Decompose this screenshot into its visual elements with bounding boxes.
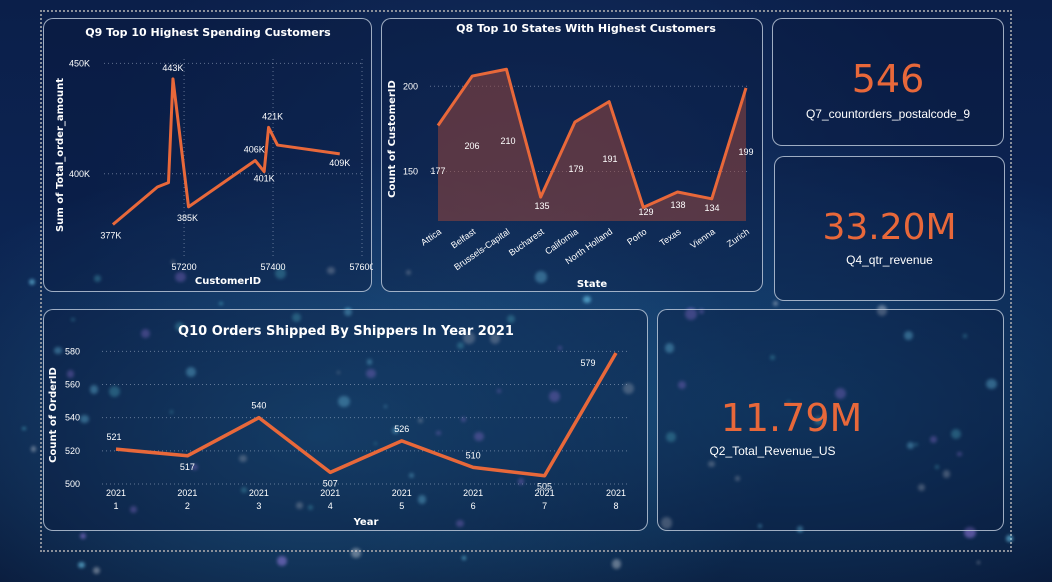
q10-xtick-year: 2021 (177, 488, 197, 498)
q10-line-chart: Q10 Orders Shipped By Shippers In Year 2… (48, 324, 630, 528)
q8-series-area (438, 69, 746, 221)
q4-kpi-value: 33.20M (822, 207, 957, 248)
q9-x-axis-title: CustomerID (195, 276, 261, 287)
q10-xtick-month: 7 (542, 501, 547, 511)
q10-ytick-label: 520 (65, 446, 80, 456)
q9-data-label: 401K (254, 174, 275, 184)
q10-ytick-label: 540 (65, 413, 80, 423)
q10-xtick-year: 2021 (392, 488, 412, 498)
q10-data-label: 505 (537, 482, 552, 492)
q9-data-label: 443K (162, 63, 183, 73)
q4-kpi-card[interactable]: 33.20M Q4_qtr_revenue (774, 156, 1005, 301)
q8-x-axis-title: State (577, 279, 608, 290)
bokeh-dot (611, 559, 622, 569)
q10-ytick-label: 580 (65, 346, 80, 356)
q10-xtick-year: 2021 (606, 488, 626, 498)
q7-kpi-value: 546 (851, 57, 925, 101)
bokeh-dot (976, 560, 981, 565)
q10-xtick-year: 2021 (106, 488, 126, 498)
q10-x-axis-title: Year (353, 517, 379, 528)
q9-data-label: 409K (329, 158, 350, 168)
q10-xtick-year: 2021 (320, 488, 340, 498)
q10-data-label: 507 (323, 478, 338, 488)
q8-area-chart: Q8 Top 10 States With Highest Customers 1… (387, 22, 754, 290)
q10-data-label: 526 (394, 424, 409, 434)
q8-xtick-label: Belfast (449, 226, 478, 250)
q10-series-line (115, 352, 618, 478)
q8-xtick-label: Vienna (688, 226, 717, 250)
q2-kpi-value: 11.79M (720, 396, 863, 440)
q10-xtick-month: 2 (185, 501, 190, 511)
q10-xtick-month: 4 (328, 501, 333, 511)
q8-ytick-label: 150 (403, 167, 418, 177)
q10-xtick-year: 2021 (535, 488, 555, 498)
q2-kpi-card[interactable]: 11.79M Q2_Total_Revenue_US (657, 309, 1004, 531)
bokeh-dot (461, 556, 467, 561)
q8-xtick-label: Attica (419, 226, 443, 247)
q10-xtick-month: 8 (613, 501, 618, 511)
q9-chart-title: Q9 Top 10 Highest Spending Customers (85, 26, 331, 39)
bokeh-dot (28, 278, 35, 285)
q8-data-label: 135 (534, 201, 549, 211)
bokeh-dot (21, 426, 26, 431)
q7-kpi-card[interactable]: 546 Q7_countorders_postalcode_9 (772, 18, 1004, 146)
q10-xtick-month: 5 (399, 501, 404, 511)
q9-data-label: 377K (100, 231, 121, 241)
q9-chart-card[interactable]: Q9 Top 10 Highest Spending Customers 400K… (43, 18, 373, 292)
q8-data-label: 179 (568, 164, 583, 174)
bokeh-dot (93, 567, 100, 575)
q8-xtick-label: Texas (658, 226, 683, 248)
q7-kpi-label: Q7_countorders_postalcode_9 (805, 107, 971, 121)
q9-y-axis-title: Sum of Total_order_amount (55, 78, 66, 232)
q9-line-chart: Q9 Top 10 Highest Spending Customers 400K… (55, 26, 373, 287)
q10-chart-title: Q10 Orders Shipped By Shippers In Year 2… (178, 324, 514, 339)
q9-ytick-label: 450K (69, 58, 90, 68)
bokeh-dot (30, 446, 37, 452)
q9-data-label: 421K (262, 111, 283, 121)
q10-ytick-label: 560 (65, 379, 80, 389)
q10-data-label: 521 (106, 432, 121, 442)
q8-data-label: 138 (670, 200, 685, 210)
q10-chart-card[interactable]: Q10 Orders Shipped By Shippers In Year 2… (43, 309, 648, 531)
q8-xtick-label: Porto (625, 226, 648, 247)
q8-data-label: 177 (430, 166, 445, 176)
q10-data-label: 510 (466, 450, 481, 460)
q10-xtick-month: 1 (113, 501, 118, 511)
q9-xtick-label: 57400 (261, 262, 286, 272)
q8-data-label: 210 (500, 136, 515, 146)
q8-xtick-label: Bucharest (507, 226, 546, 258)
q10-xtick-month: 3 (256, 501, 261, 511)
q8-chart-card[interactable]: Q8 Top 10 States With Highest Customers 1… (381, 18, 763, 292)
q8-data-label: 129 (638, 207, 653, 217)
q2-kpi-label: Q2_Total_Revenue_US (709, 444, 836, 458)
q8-chart-title: Q8 Top 10 States With Highest Customers (456, 22, 716, 35)
q10-y-axis-title: Count of OrderID (48, 367, 59, 463)
q10-data-label: 517 (180, 462, 195, 472)
q8-data-label: 191 (602, 154, 617, 164)
q10-data-label: 540 (251, 401, 266, 411)
q8-data-label: 134 (704, 203, 719, 213)
q10-xtick-year: 2021 (249, 488, 269, 498)
q10-xtick-month: 6 (471, 501, 476, 511)
q9-ytick-label: 400K (69, 169, 90, 179)
bokeh-dot (277, 556, 287, 567)
q10-xtick-year: 2021 (463, 488, 483, 498)
q8-xtick-label: Zurich (725, 226, 751, 249)
q10-ytick-label: 500 (65, 479, 80, 489)
q8-series-line (436, 67, 748, 209)
bokeh-dot (78, 561, 86, 569)
q9-series-line (111, 77, 340, 226)
q9-data-label: 406K (244, 145, 265, 155)
q8-ytick-label: 200 (403, 81, 418, 91)
q9-xtick-label: 57200 (172, 262, 197, 272)
dashboard-frame (40, 10, 1012, 552)
q10-data-label: 579 (580, 358, 595, 368)
q8-data-label: 206 (464, 141, 479, 151)
q9-xtick-label: 57600 (349, 262, 373, 272)
q8-y-axis-title: Count of CustomerID (387, 80, 398, 198)
q4-kpi-label: Q4_qtr_revenue (846, 253, 933, 267)
q9-data-label: 385K (177, 213, 198, 223)
q8-data-label: 199 (738, 147, 753, 157)
